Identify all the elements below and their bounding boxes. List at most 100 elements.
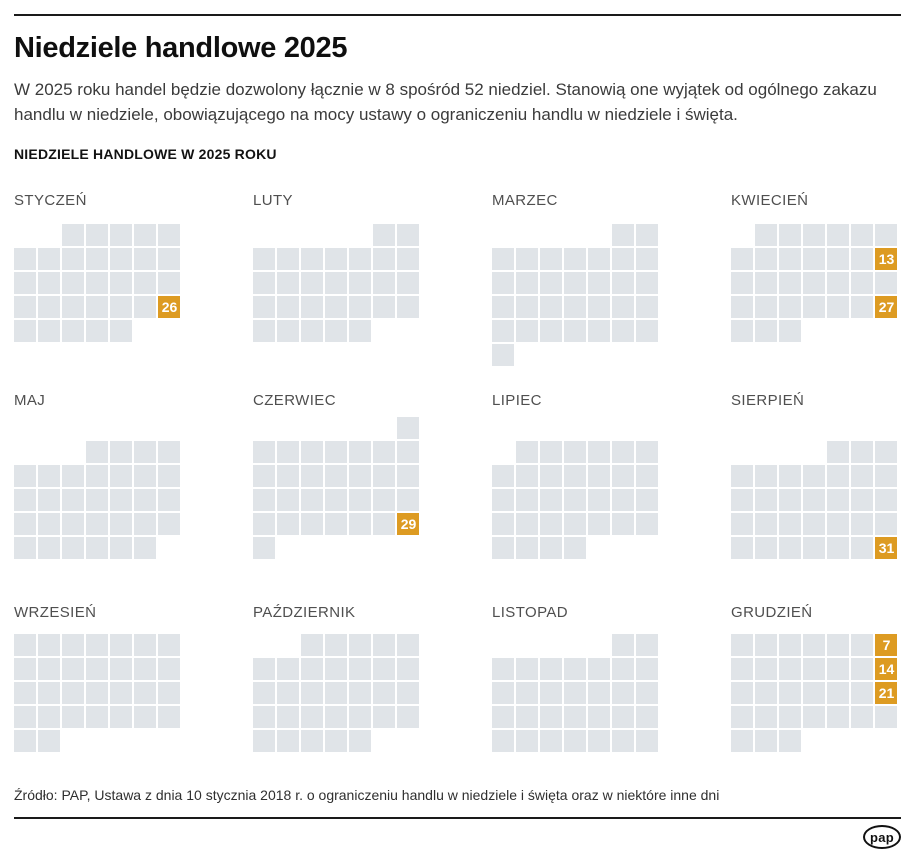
- empty-cell: [325, 417, 347, 439]
- day-cell: [301, 441, 323, 463]
- day-cell: [564, 272, 586, 294]
- day-cell: [827, 682, 849, 704]
- day-cell: [755, 320, 777, 342]
- day-cell: [325, 248, 347, 270]
- month-marzec: MARZEC: [492, 192, 658, 392]
- day-cell: [540, 320, 562, 342]
- empty-cell: [612, 344, 634, 366]
- day-cell: [86, 320, 108, 342]
- day-cell: [349, 634, 371, 656]
- day-cell: [277, 248, 299, 270]
- day-cell: [86, 489, 108, 511]
- day-cell: [38, 537, 60, 559]
- day-cell: [851, 513, 873, 535]
- month-grid: 26: [14, 224, 180, 342]
- day-cell: [86, 224, 108, 246]
- empty-cell: [492, 441, 514, 463]
- day-cell: [755, 248, 777, 270]
- day-cell: [38, 296, 60, 318]
- month-grid: 29: [253, 417, 419, 559]
- day-cell: [827, 634, 849, 656]
- day-cell: [612, 513, 634, 535]
- empty-cell: [803, 730, 825, 752]
- day-cell: [731, 489, 753, 511]
- day-cell: [38, 658, 60, 680]
- day-cell: [827, 706, 849, 728]
- empty-cell: [588, 344, 610, 366]
- day-cell: [875, 441, 897, 463]
- day-cell: [731, 320, 753, 342]
- day-cell: [636, 489, 658, 511]
- day-cell: [134, 248, 156, 270]
- month-label: WRZESIEŃ: [14, 604, 97, 621]
- day-cell: [731, 682, 753, 704]
- day-cell: [277, 320, 299, 342]
- day-cell: [62, 489, 84, 511]
- day-cell: [373, 296, 395, 318]
- trading-sunday-cell: 13: [875, 248, 897, 270]
- day-cell: [851, 465, 873, 487]
- day-cell: [851, 248, 873, 270]
- day-cell: [731, 513, 753, 535]
- day-cell: [134, 224, 156, 246]
- day-cell: [86, 441, 108, 463]
- day-cell: [62, 513, 84, 535]
- day-cell: [564, 537, 586, 559]
- day-cell: [803, 224, 825, 246]
- day-cell: [373, 682, 395, 704]
- day-cell: [875, 706, 897, 728]
- day-cell: [110, 682, 132, 704]
- day-cell: [253, 730, 275, 752]
- day-cell: [755, 465, 777, 487]
- day-cell: [110, 658, 132, 680]
- day-cell: [588, 296, 610, 318]
- month-grid-slot: [14, 634, 180, 752]
- day-cell: [540, 248, 562, 270]
- day-cell: [516, 489, 538, 511]
- day-cell: [564, 489, 586, 511]
- day-cell: [731, 634, 753, 656]
- day-cell: [516, 658, 538, 680]
- empty-cell: [588, 634, 610, 656]
- day-cell: [755, 296, 777, 318]
- day-cell: [516, 513, 538, 535]
- day-cell: [110, 465, 132, 487]
- day-cell: [397, 417, 419, 439]
- day-cell: [564, 730, 586, 752]
- day-cell: [779, 706, 801, 728]
- day-cell: [397, 296, 419, 318]
- month-grid-slot: 13 27: [731, 224, 897, 366]
- day-cell: [301, 730, 323, 752]
- day-cell: [516, 706, 538, 728]
- footer: Źródło: PAP, Ustawa z dnia 10 stycznia 2…: [14, 786, 901, 849]
- page-title: Niedziele handlowe 2025: [14, 32, 348, 64]
- day-cell: [827, 224, 849, 246]
- day-cell: [301, 634, 323, 656]
- day-cell: [397, 465, 419, 487]
- empty-cell: [731, 441, 753, 463]
- day-cell: [349, 658, 371, 680]
- day-cell: [492, 465, 514, 487]
- empty-cell: [253, 224, 275, 246]
- day-cell: [62, 272, 84, 294]
- day-cell: [158, 224, 180, 246]
- month-label: STYCZEŃ: [14, 192, 87, 209]
- day-cell: [253, 706, 275, 728]
- day-cell: [636, 248, 658, 270]
- month-grid: [253, 224, 419, 342]
- day-cell: [110, 296, 132, 318]
- day-cell: [86, 465, 108, 487]
- day-cell: [779, 634, 801, 656]
- day-cell: [779, 537, 801, 559]
- source-text: Źródło: PAP, Ustawa z dnia 10 stycznia 2…: [14, 787, 720, 803]
- intro-text: W 2025 roku handel będzie dozwolony łącz…: [14, 80, 877, 124]
- day-cell: [349, 682, 371, 704]
- empty-cell: [134, 320, 156, 342]
- day-cell: [851, 658, 873, 680]
- day-cell: [86, 296, 108, 318]
- day-cell: [516, 537, 538, 559]
- empty-cell: [134, 730, 156, 752]
- day-cell: [588, 441, 610, 463]
- day-cell: [827, 441, 849, 463]
- month-grid: 31: [731, 441, 897, 559]
